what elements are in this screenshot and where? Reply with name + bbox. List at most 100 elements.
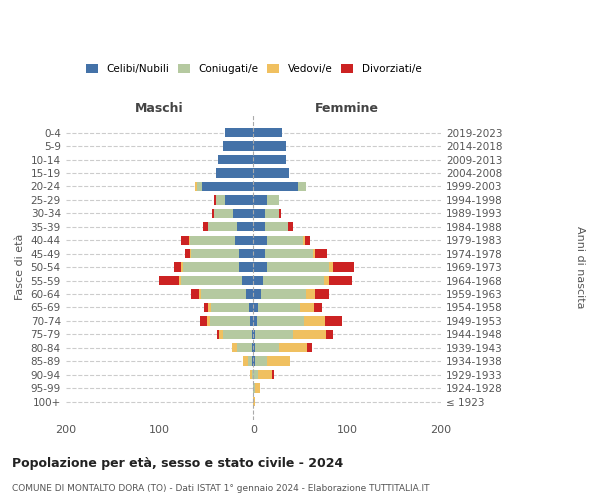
Bar — [255, 384, 260, 393]
Bar — [223, 330, 251, 339]
Bar — [253, 208, 265, 218]
Bar — [316, 249, 326, 258]
Bar — [216, 168, 253, 177]
Bar — [313, 249, 316, 258]
Bar — [195, 182, 197, 191]
Bar — [253, 155, 286, 164]
Bar — [203, 302, 208, 312]
Bar — [255, 343, 279, 352]
Bar — [253, 168, 289, 177]
Bar — [253, 397, 255, 406]
Bar — [251, 370, 253, 380]
Bar — [306, 290, 316, 298]
Bar — [239, 262, 253, 272]
Bar — [253, 222, 265, 232]
Bar — [191, 290, 199, 298]
Bar — [301, 302, 314, 312]
Bar — [272, 370, 274, 380]
Bar — [279, 208, 281, 218]
Bar — [251, 330, 253, 339]
Bar — [253, 236, 268, 245]
Bar — [253, 142, 286, 151]
Bar — [258, 370, 272, 380]
Text: Maschi: Maschi — [135, 102, 184, 115]
Bar — [265, 249, 313, 258]
Bar — [268, 236, 303, 245]
Bar — [314, 302, 322, 312]
Bar — [253, 262, 268, 272]
Bar — [201, 290, 246, 298]
Bar — [232, 343, 238, 352]
Bar — [225, 195, 253, 204]
Bar — [183, 262, 239, 272]
Bar — [250, 370, 251, 380]
Bar — [253, 384, 255, 393]
Bar — [253, 302, 258, 312]
Bar — [248, 356, 253, 366]
Bar — [218, 330, 223, 339]
Bar — [253, 290, 261, 298]
Bar — [197, 182, 202, 191]
Bar — [238, 343, 251, 352]
Bar — [179, 276, 181, 285]
Bar — [253, 370, 258, 380]
Bar — [255, 356, 266, 366]
Bar — [257, 316, 304, 326]
Bar — [261, 290, 306, 298]
Bar — [223, 142, 253, 151]
Bar — [329, 276, 352, 285]
Bar — [202, 182, 253, 191]
Bar — [200, 316, 208, 326]
Bar — [303, 236, 305, 245]
Bar — [263, 276, 324, 285]
Bar — [250, 316, 253, 326]
Bar — [214, 208, 233, 218]
Bar — [253, 330, 255, 339]
Bar — [208, 302, 211, 312]
Bar — [253, 343, 255, 352]
Bar — [185, 249, 190, 258]
Bar — [293, 330, 326, 339]
Text: COMUNE DI MONTALTO DORA (TO) - Dati ISTAT 1° gennaio 2024 - Elaborazione TUTTITA: COMUNE DI MONTALTO DORA (TO) - Dati ISTA… — [12, 484, 430, 493]
Bar — [246, 290, 253, 298]
Bar — [325, 316, 341, 326]
Bar — [316, 290, 329, 298]
Bar — [233, 208, 253, 218]
Bar — [255, 330, 293, 339]
Bar — [253, 182, 298, 191]
Bar — [218, 155, 253, 164]
Bar — [324, 276, 329, 285]
Bar — [210, 316, 250, 326]
Bar — [208, 222, 236, 232]
Bar — [279, 343, 307, 352]
Bar — [199, 290, 201, 298]
Bar — [253, 249, 265, 258]
Bar — [253, 356, 255, 366]
Bar — [181, 262, 183, 272]
Bar — [225, 128, 253, 138]
Bar — [253, 316, 257, 326]
Text: Popolazione per età, sesso e stato civile - 2024: Popolazione per età, sesso e stato civil… — [12, 458, 343, 470]
Bar — [239, 249, 253, 258]
Bar — [236, 222, 253, 232]
Bar — [253, 128, 281, 138]
Bar — [298, 182, 306, 191]
Y-axis label: Anni di nascita: Anni di nascita — [575, 226, 585, 308]
Bar — [191, 249, 239, 258]
Bar — [190, 236, 235, 245]
Bar — [329, 262, 333, 272]
Bar — [217, 330, 218, 339]
Bar — [211, 302, 249, 312]
Bar — [216, 195, 225, 204]
Bar — [158, 276, 179, 285]
Bar — [208, 316, 210, 326]
Bar — [265, 208, 279, 218]
Bar — [181, 236, 188, 245]
Bar — [249, 302, 253, 312]
Bar — [265, 222, 288, 232]
Bar — [190, 249, 191, 258]
Y-axis label: Fasce di età: Fasce di età — [15, 234, 25, 300]
Bar — [333, 262, 354, 272]
Bar — [212, 208, 214, 218]
Bar — [251, 343, 253, 352]
